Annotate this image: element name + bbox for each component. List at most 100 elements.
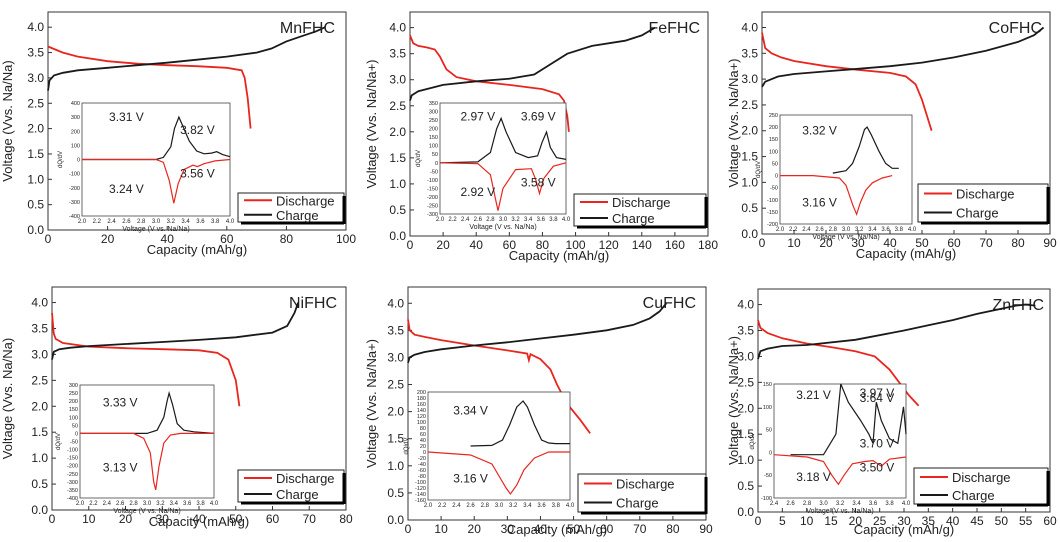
y-tick-label: 2.0 (737, 401, 754, 415)
inset-y-title: dQ/dV (56, 433, 62, 450)
inset-y-tick-label: 180 (417, 396, 426, 402)
inset-y-tick-label: -50 (70, 440, 78, 446)
x-axis-title: Capacity (mAh/g) (854, 522, 954, 537)
plot-frame (409, 11, 709, 237)
plot-frame (407, 286, 707, 521)
x-tick-label: 60 (503, 238, 517, 252)
legend-box (237, 192, 345, 223)
x-tick-label: 30 (851, 236, 865, 250)
y-tick-label: 2.5 (387, 378, 404, 392)
inset-x-tick-label: 3.8 (211, 219, 220, 225)
y-tick-label: 1.5 (31, 425, 48, 439)
legend-label-discharge: Discharge (956, 187, 1015, 202)
inset-y-tick-label: 300 (69, 383, 78, 389)
x-tick-label: 30 (501, 522, 515, 536)
series-line-discharge (409, 35, 570, 132)
inset-x-tick-label: 2.8 (129, 501, 138, 507)
inset-x-tick-label: 2.2 (438, 503, 447, 509)
inset-y-tick-label: -50 (770, 186, 778, 192)
y-tick-label: 2.0 (387, 405, 404, 419)
x-tick-label: 35 (922, 514, 936, 528)
inset-x-tick-label: 4.0 (210, 501, 219, 507)
x-tick-label: 100 (336, 232, 356, 246)
inset-y-tick-label: -80 (418, 474, 426, 480)
y-tick-label: 3.5 (387, 323, 404, 337)
inset-x-tick-label: 2.0 (78, 219, 87, 225)
x-tick-label: 100 (566, 238, 586, 252)
inset-frame (779, 114, 913, 225)
y-tick-label: 0.0 (389, 229, 406, 243)
inset-y-tick-label: 200 (769, 125, 778, 131)
x-tick-label: 30 (897, 514, 911, 528)
inset-x-tick-label: 2.4 (103, 501, 112, 507)
inset-y-tick-label: 250 (69, 391, 78, 397)
x-tick-label: 0 (755, 514, 762, 528)
inset-dqdv: 2.0 2.2 2.4 2.6 2.8 3.0 3.2 3.4 3.6 3.8 4.0 -400 -30… (58, 101, 235, 233)
x-tick-label: 0 (45, 232, 52, 246)
inset-peak-annotation: 3.97 V (860, 386, 895, 400)
inset-x-tick-label: 2.2 (93, 219, 102, 225)
inset-y-tick-label: -200 (427, 195, 438, 201)
inset-peak-annotation: 3.31 V (109, 110, 144, 124)
y-tick-label: 1.0 (387, 459, 404, 473)
y-tick-label: 2.5 (31, 373, 48, 387)
y-tick-label: 1.5 (737, 427, 754, 441)
inset-y-tick-label: 100 (69, 415, 78, 421)
inset-y-tick-label: -60 (418, 468, 426, 474)
inset-peak-annotation: 3.64 V (860, 391, 895, 405)
inset-series-discharge (80, 432, 214, 491)
legend-label-charge: Charge (952, 488, 995, 503)
inset-x-tick-label: 2.2 (89, 501, 98, 507)
inset-x-tick-label: 2.8 (803, 501, 812, 507)
inset-x-tick-label: 2.2 (789, 227, 798, 233)
inset-y-tick-label: 400 (71, 101, 80, 107)
y-tick-label: 3.0 (31, 347, 48, 361)
inset-peak-annotation: 3.50 V (860, 460, 895, 474)
inset-y-tick-label: 0 (769, 450, 772, 456)
y-tick-label: 3.5 (27, 46, 44, 60)
inset-x-tick-label: 3.8 (885, 501, 894, 507)
y-tick-label: 3.5 (741, 46, 758, 60)
inset-peak-annotation: 3.13 V (103, 461, 138, 475)
inset-x-tick-label: 2.6 (474, 217, 483, 223)
inset-series-discharge (439, 162, 567, 211)
inset-y-title: dQ/dV (58, 151, 64, 168)
inset-x-tick-label: 2.0 (776, 227, 785, 233)
inset-x-title: Voltage (V vs. Na/Na) (122, 226, 189, 233)
inset-y-tick-label: 0 (775, 174, 778, 180)
x-tick-label: 20 (819, 236, 833, 250)
y-tick-label: 0.5 (389, 203, 406, 217)
x-axis-title: Capacity (mAh/g) (856, 246, 956, 261)
panel-label: FeFHC (648, 20, 700, 37)
series-line-charge (757, 303, 1036, 360)
inset-x-tick-label: 2.4 (452, 503, 461, 509)
series-line-discharge (761, 32, 933, 131)
inset-x-tick-label: 2.8 (137, 219, 146, 225)
y-tick-label: 2.0 (31, 399, 48, 413)
legend-label-discharge: Discharge (612, 195, 671, 210)
inset-y-tick-label: 350 (429, 101, 438, 107)
series-line-charge (409, 26, 656, 101)
legend-label-discharge: Discharge (276, 193, 335, 208)
inset-peak-annotation: 3.56 V (180, 167, 215, 181)
inset-x-title: Voltage (V vs. Na/Na) (113, 508, 180, 515)
inset-series-discharge (773, 454, 907, 486)
x-tick-label: 60 (266, 512, 280, 526)
inset-series-charge (82, 115, 231, 161)
inset-y-tick-label: -20 (418, 456, 426, 462)
inset-x-tick-label: 3.2 (167, 219, 176, 225)
x-tick-label: 60 (1043, 514, 1057, 528)
inset-y-tick-label: -400 (67, 496, 78, 502)
y-tick-label: 0.0 (387, 513, 404, 527)
y-tick-label: 2.5 (27, 96, 44, 110)
inset-x-tick-label: 2.4 (461, 217, 470, 223)
inset-y-tick-label: 150 (763, 382, 772, 388)
inset-x-tick-label: 3.0 (495, 503, 504, 509)
y-tick-label: 0.5 (387, 486, 404, 500)
inset-x-tick-label: 2.8 (481, 503, 490, 509)
y-tick-label: 0.5 (741, 201, 758, 215)
inset-y-tick-label: -100 (69, 172, 80, 178)
chart-panel-cofhc: 0 10 20 30 40 50 60 70 80 90 0.0 0.5 1.0 1.5 2.0 2.5 3.0… (726, 11, 1057, 261)
